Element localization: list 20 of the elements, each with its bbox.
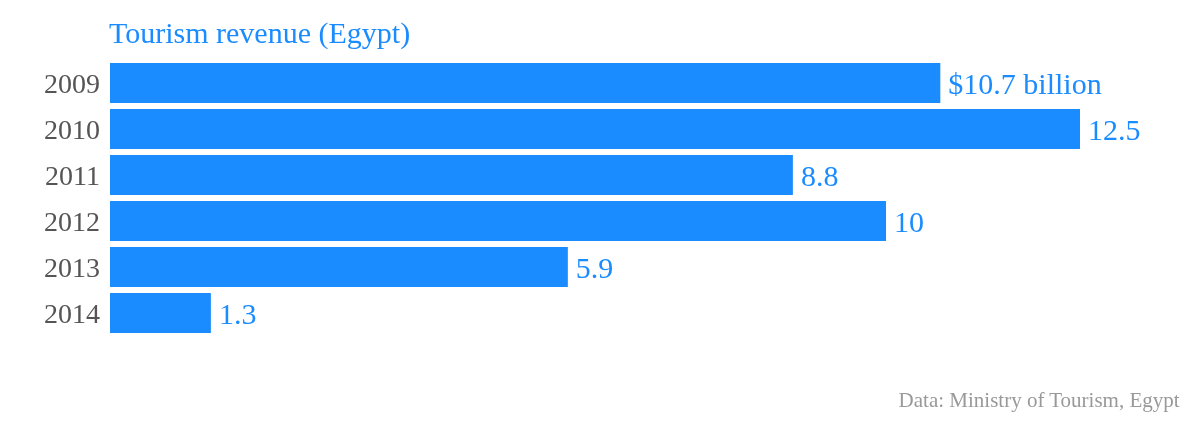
bar: [110, 62, 941, 104]
bar: [110, 292, 211, 334]
bar: [110, 108, 1080, 150]
data-label: $10.7 billion: [948, 66, 1102, 100]
y-tick-label: 2011: [45, 159, 100, 191]
chart-title: Tourism revenue (Egypt): [109, 15, 411, 50]
y-tick-label: 2012: [44, 205, 100, 237]
text: Data: Ministry of Tourism, Egypt: [898, 387, 1180, 412]
bar: [110, 200, 886, 242]
data-label: 10: [894, 204, 924, 238]
bar: [110, 246, 568, 288]
y-tick-label: 2014: [44, 297, 100, 329]
bar: [110, 154, 793, 196]
data-label: 5.9: [575, 250, 614, 284]
y-tick-label: 2010: [44, 113, 100, 145]
data-label: 1.3: [218, 296, 257, 330]
y-tick-label: 2013: [44, 251, 100, 283]
data-label: 8.8: [800, 158, 839, 192]
data-label: 12.5: [1088, 112, 1141, 146]
y-tick-label: 2009: [44, 67, 100, 99]
